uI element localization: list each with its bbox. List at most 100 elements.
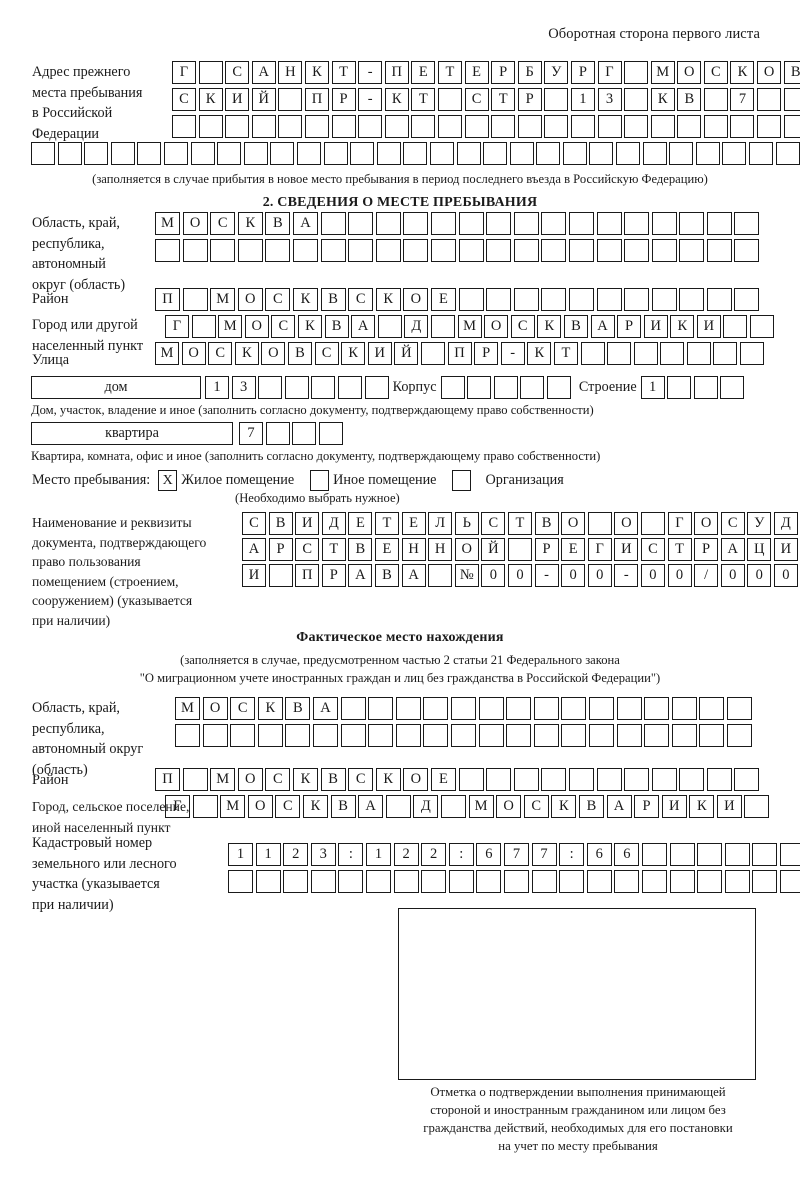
form-cell[interactable]: С xyxy=(510,315,535,338)
form-cell[interactable] xyxy=(278,115,303,138)
form-cell[interactable] xyxy=(624,115,649,138)
form-cell[interactable] xyxy=(679,212,705,235)
form-cell[interactable] xyxy=(783,88,800,111)
form-cell[interactable] xyxy=(503,870,529,893)
form-cell[interactable]: А xyxy=(401,564,426,587)
form-cell[interactable]: С xyxy=(314,342,339,365)
form-cell[interactable] xyxy=(265,422,290,445)
form-cell[interactable]: С xyxy=(481,512,506,535)
form-cell[interactable] xyxy=(677,115,702,138)
form-cell[interactable] xyxy=(491,115,516,138)
form-cell[interactable]: С xyxy=(348,288,374,311)
form-cell[interactable]: П xyxy=(155,768,180,791)
form-cell[interactable] xyxy=(364,376,389,399)
form-cell[interactable] xyxy=(202,724,228,747)
form-cell[interactable] xyxy=(757,115,782,138)
form-cell[interactable]: В xyxy=(268,512,293,535)
form-cell[interactable]: / xyxy=(694,564,719,587)
form-cell[interactable] xyxy=(651,239,677,262)
form-cell[interactable]: К xyxy=(341,342,366,365)
form-cell[interactable] xyxy=(486,288,512,311)
form-cell[interactable] xyxy=(403,142,428,165)
form-cell[interactable] xyxy=(84,142,109,165)
form-cell[interactable] xyxy=(570,115,595,138)
form-cell[interactable] xyxy=(749,142,774,165)
form-cell[interactable]: К xyxy=(650,88,675,111)
form-cell[interactable]: - xyxy=(500,342,525,365)
form-cell[interactable] xyxy=(429,142,454,165)
form-cell[interactable]: 0 xyxy=(773,564,798,587)
form-cell[interactable] xyxy=(217,142,242,165)
form-cell[interactable]: С xyxy=(464,88,489,111)
form-cell[interactable]: И xyxy=(225,88,250,111)
form-cell[interactable] xyxy=(285,724,311,747)
form-cell[interactable] xyxy=(650,115,675,138)
form-cell[interactable]: Г xyxy=(597,61,622,84)
form-cell[interactable] xyxy=(723,315,748,338)
form-cell[interactable] xyxy=(437,115,462,138)
form-cell[interactable] xyxy=(243,142,268,165)
form-cell[interactable]: П xyxy=(384,61,409,84)
form-cell[interactable] xyxy=(541,768,567,791)
form-cell[interactable]: Р xyxy=(694,538,719,561)
form-cell[interactable] xyxy=(724,870,750,893)
form-cell[interactable]: М xyxy=(220,795,246,818)
form-cell[interactable]: 1 xyxy=(365,843,391,866)
form-cell[interactable] xyxy=(624,88,649,111)
form-cell[interactable] xyxy=(651,212,677,235)
form-cell[interactable] xyxy=(320,239,346,262)
form-cell[interactable]: И xyxy=(295,512,320,535)
form-cell[interactable]: О xyxy=(247,795,273,818)
form-cell[interactable] xyxy=(423,724,449,747)
form-cell[interactable] xyxy=(385,795,411,818)
form-cell[interactable]: И xyxy=(696,315,721,338)
form-cell[interactable]: С xyxy=(225,61,250,84)
korpus-cells[interactable] xyxy=(440,376,571,399)
form-cell[interactable]: 0 xyxy=(720,564,745,587)
form-cell[interactable] xyxy=(192,795,218,818)
form-cell[interactable]: П xyxy=(295,564,320,587)
form-cell[interactable] xyxy=(561,724,587,747)
form-cell[interactable] xyxy=(616,724,642,747)
form-cell[interactable] xyxy=(448,870,474,893)
form-cell[interactable]: И xyxy=(773,538,798,561)
form-cell[interactable]: О xyxy=(496,795,522,818)
form-cell[interactable] xyxy=(486,768,512,791)
form-cell[interactable] xyxy=(340,697,366,720)
form-cell[interactable] xyxy=(270,142,295,165)
form-cell[interactable]: В xyxy=(330,795,356,818)
checkbox-zhiloe[interactable]: X xyxy=(158,470,178,491)
form-cell[interactable] xyxy=(703,88,728,111)
form-cell[interactable] xyxy=(568,239,594,262)
form-cell[interactable]: С xyxy=(172,88,196,111)
form-cell[interactable] xyxy=(713,342,738,365)
form-cell[interactable] xyxy=(450,697,476,720)
form-cell[interactable] xyxy=(395,724,421,747)
form-cell[interactable] xyxy=(706,239,732,262)
form-cell[interactable] xyxy=(423,697,449,720)
form-cell[interactable] xyxy=(110,142,135,165)
form-cell[interactable] xyxy=(513,288,539,311)
form-cell[interactable]: Г xyxy=(587,538,612,561)
form-cell[interactable] xyxy=(679,768,705,791)
form-cell[interactable]: К xyxy=(689,795,715,818)
form-cell[interactable]: Д xyxy=(773,512,798,535)
form-cell[interactable]: Р xyxy=(517,88,542,111)
form-cell[interactable]: Н xyxy=(278,61,303,84)
checkbox-inoe[interactable] xyxy=(310,470,330,491)
form-cell[interactable]: 6 xyxy=(586,843,612,866)
form-cell[interactable] xyxy=(458,212,484,235)
form-cell[interactable] xyxy=(292,239,318,262)
flat-cells[interactable]: 7 xyxy=(239,422,343,445)
form-cell[interactable] xyxy=(430,315,455,338)
form-cell[interactable]: О xyxy=(181,342,206,365)
form-cell[interactable]: О xyxy=(694,512,719,535)
form-cell[interactable] xyxy=(642,142,667,165)
form-cell[interactable]: В xyxy=(287,342,312,365)
form-cell[interactable] xyxy=(163,142,188,165)
form-cell[interactable]: И xyxy=(716,795,742,818)
form-cell[interactable]: С xyxy=(271,315,296,338)
form-cell[interactable] xyxy=(596,288,622,311)
